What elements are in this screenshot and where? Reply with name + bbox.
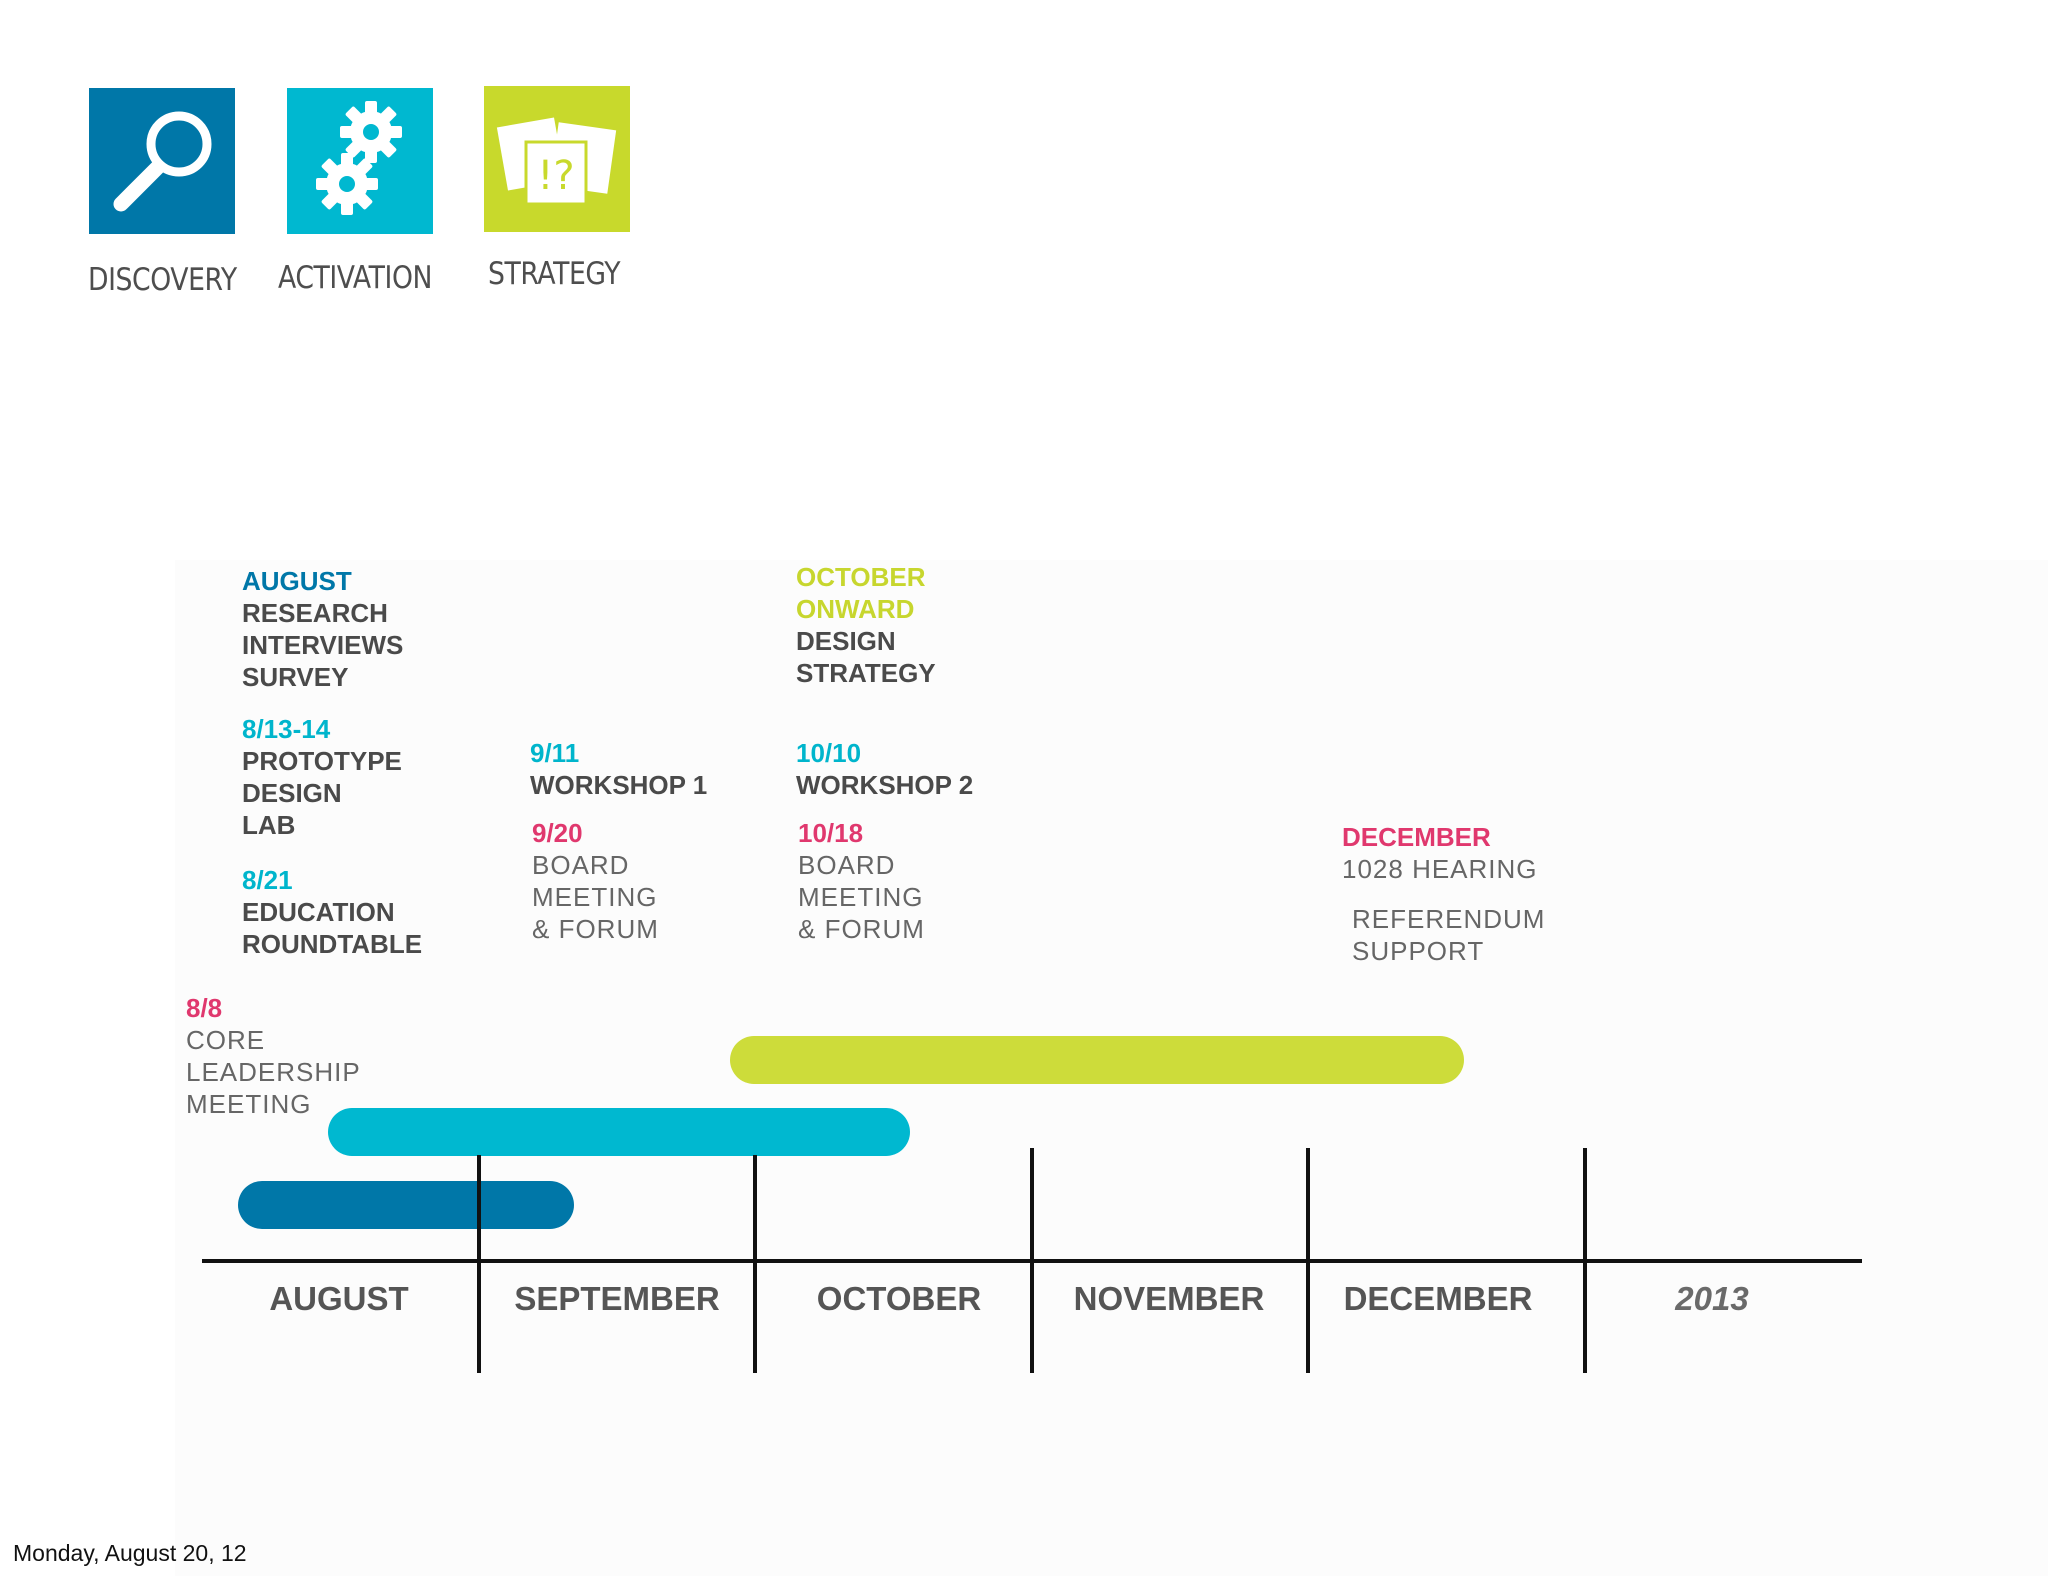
milestone-august: AUGUST RESEARCH INTERVIEWS SURVEY [242, 565, 403, 693]
footer-date: Monday, August 20, 12 [13, 1540, 247, 1566]
milestone-line: INTERVIEWS [242, 630, 404, 660]
month-label-october: OCTOBER [816, 1280, 982, 1317]
milestone-education: 8/21 EDUCATION ROUNDTABLE [242, 864, 422, 960]
milestone-prototype: 8/13-14 PROTOTYPE DESIGN LAB [242, 713, 402, 841]
month-label-november: NOVEMBER [1073, 1280, 1265, 1317]
milestone-workshop1: 9/11 WORKSHOP 1 [530, 737, 707, 801]
month-label-2013: 2013 [1675, 1280, 1749, 1317]
milestone-line: WORKSHOP 2 [796, 770, 974, 800]
milestone-line: WORKSHOP 1 [530, 770, 708, 800]
milestone-line: MEETING [798, 882, 924, 912]
legend-label-strategy: STRATEGY [488, 256, 621, 292]
milestone-october: OCTOBER ONWARD DESIGN STRATEGY [796, 561, 936, 689]
milestone-line: MEETING [186, 1089, 312, 1119]
milestone-line: REFERENDUM [1352, 904, 1546, 934]
milestone-line: LAB [242, 810, 296, 840]
milestone-line: STRATEGY [796, 658, 936, 688]
milestone-date: 9/20 [532, 818, 583, 848]
milestone-line: PROTOTYPE [242, 746, 402, 776]
milestone-board2: 10/18 BOARD MEETING & FORUM [798, 817, 925, 945]
month-divider [1306, 1148, 1310, 1373]
milestone-line: CORE [186, 1025, 266, 1055]
activation-tile [287, 88, 433, 234]
milestone-line: & FORUM [532, 914, 659, 944]
milestone-december: DECEMBER 1028 HEARING [1342, 821, 1538, 885]
legend-label-discovery: DISCOVERY [88, 262, 237, 298]
month-label-september: SEPTEMBER [514, 1280, 720, 1317]
milestone-date: ONWARD [796, 594, 915, 624]
milestone-date: OCTOBER [796, 562, 926, 592]
month-label-august: AUGUST [269, 1280, 409, 1317]
strategy-phase-bar [730, 1036, 1464, 1084]
milestone-line: SURVEY [242, 662, 349, 692]
milestone-line: DESIGN [242, 778, 342, 808]
gears-icon [287, 88, 433, 234]
milestone-line: & FORUM [798, 914, 925, 944]
milestone-date: 8/13-14 [242, 714, 331, 744]
milestone-date: DECEMBER [1342, 822, 1491, 852]
milestone-line: MEETING [532, 882, 658, 912]
month-divider [477, 1155, 481, 1373]
milestone-referendum: REFERENDUM SUPPORT [1352, 903, 1545, 967]
strategy-glyph: !? [537, 153, 574, 199]
milestone-date: 10/18 [798, 818, 864, 848]
milestone-line: EDUCATION [242, 897, 395, 927]
month-divider [1583, 1148, 1587, 1373]
milestone-board1: 9/20 BOARD MEETING & FORUM [532, 817, 659, 945]
milestone-date: 9/11 [530, 738, 580, 768]
milestone-date: 10/10 [796, 738, 862, 768]
milestone-core: 8/8 CORE LEADERSHIP MEETING [186, 992, 361, 1120]
milestone-date: 8/21 [242, 865, 293, 895]
milestone-line: ROUNDTABLE [242, 929, 423, 959]
milestone-workshop2: 10/10 WORKSHOP 2 [796, 737, 973, 801]
magnifier-icon [89, 88, 235, 234]
milestone-line: LEADERSHIP [186, 1057, 361, 1087]
milestone-date: AUGUST [242, 566, 352, 596]
cards-icon: !? [484, 86, 630, 232]
discovery-tile [89, 88, 235, 234]
milestone-line: BOARD [798, 850, 896, 880]
milestone-line: DESIGN [796, 626, 896, 656]
month-label-december: DECEMBER [1343, 1280, 1533, 1317]
month-divider [753, 1155, 757, 1373]
milestone-line: 1028 HEARING [1342, 854, 1538, 884]
discovery-phase-bar [238, 1181, 574, 1229]
month-divider [1030, 1148, 1034, 1373]
milestone-line: SUPPORT [1352, 936, 1485, 966]
activation-phase-bar [328, 1108, 910, 1156]
milestone-line: RESEARCH [242, 598, 388, 628]
milestone-line: BOARD [532, 850, 630, 880]
legend-label-activation: ACTIVATION [278, 260, 433, 296]
strategy-tile: !? [484, 86, 630, 232]
milestone-date: 8/8 [186, 993, 223, 1023]
